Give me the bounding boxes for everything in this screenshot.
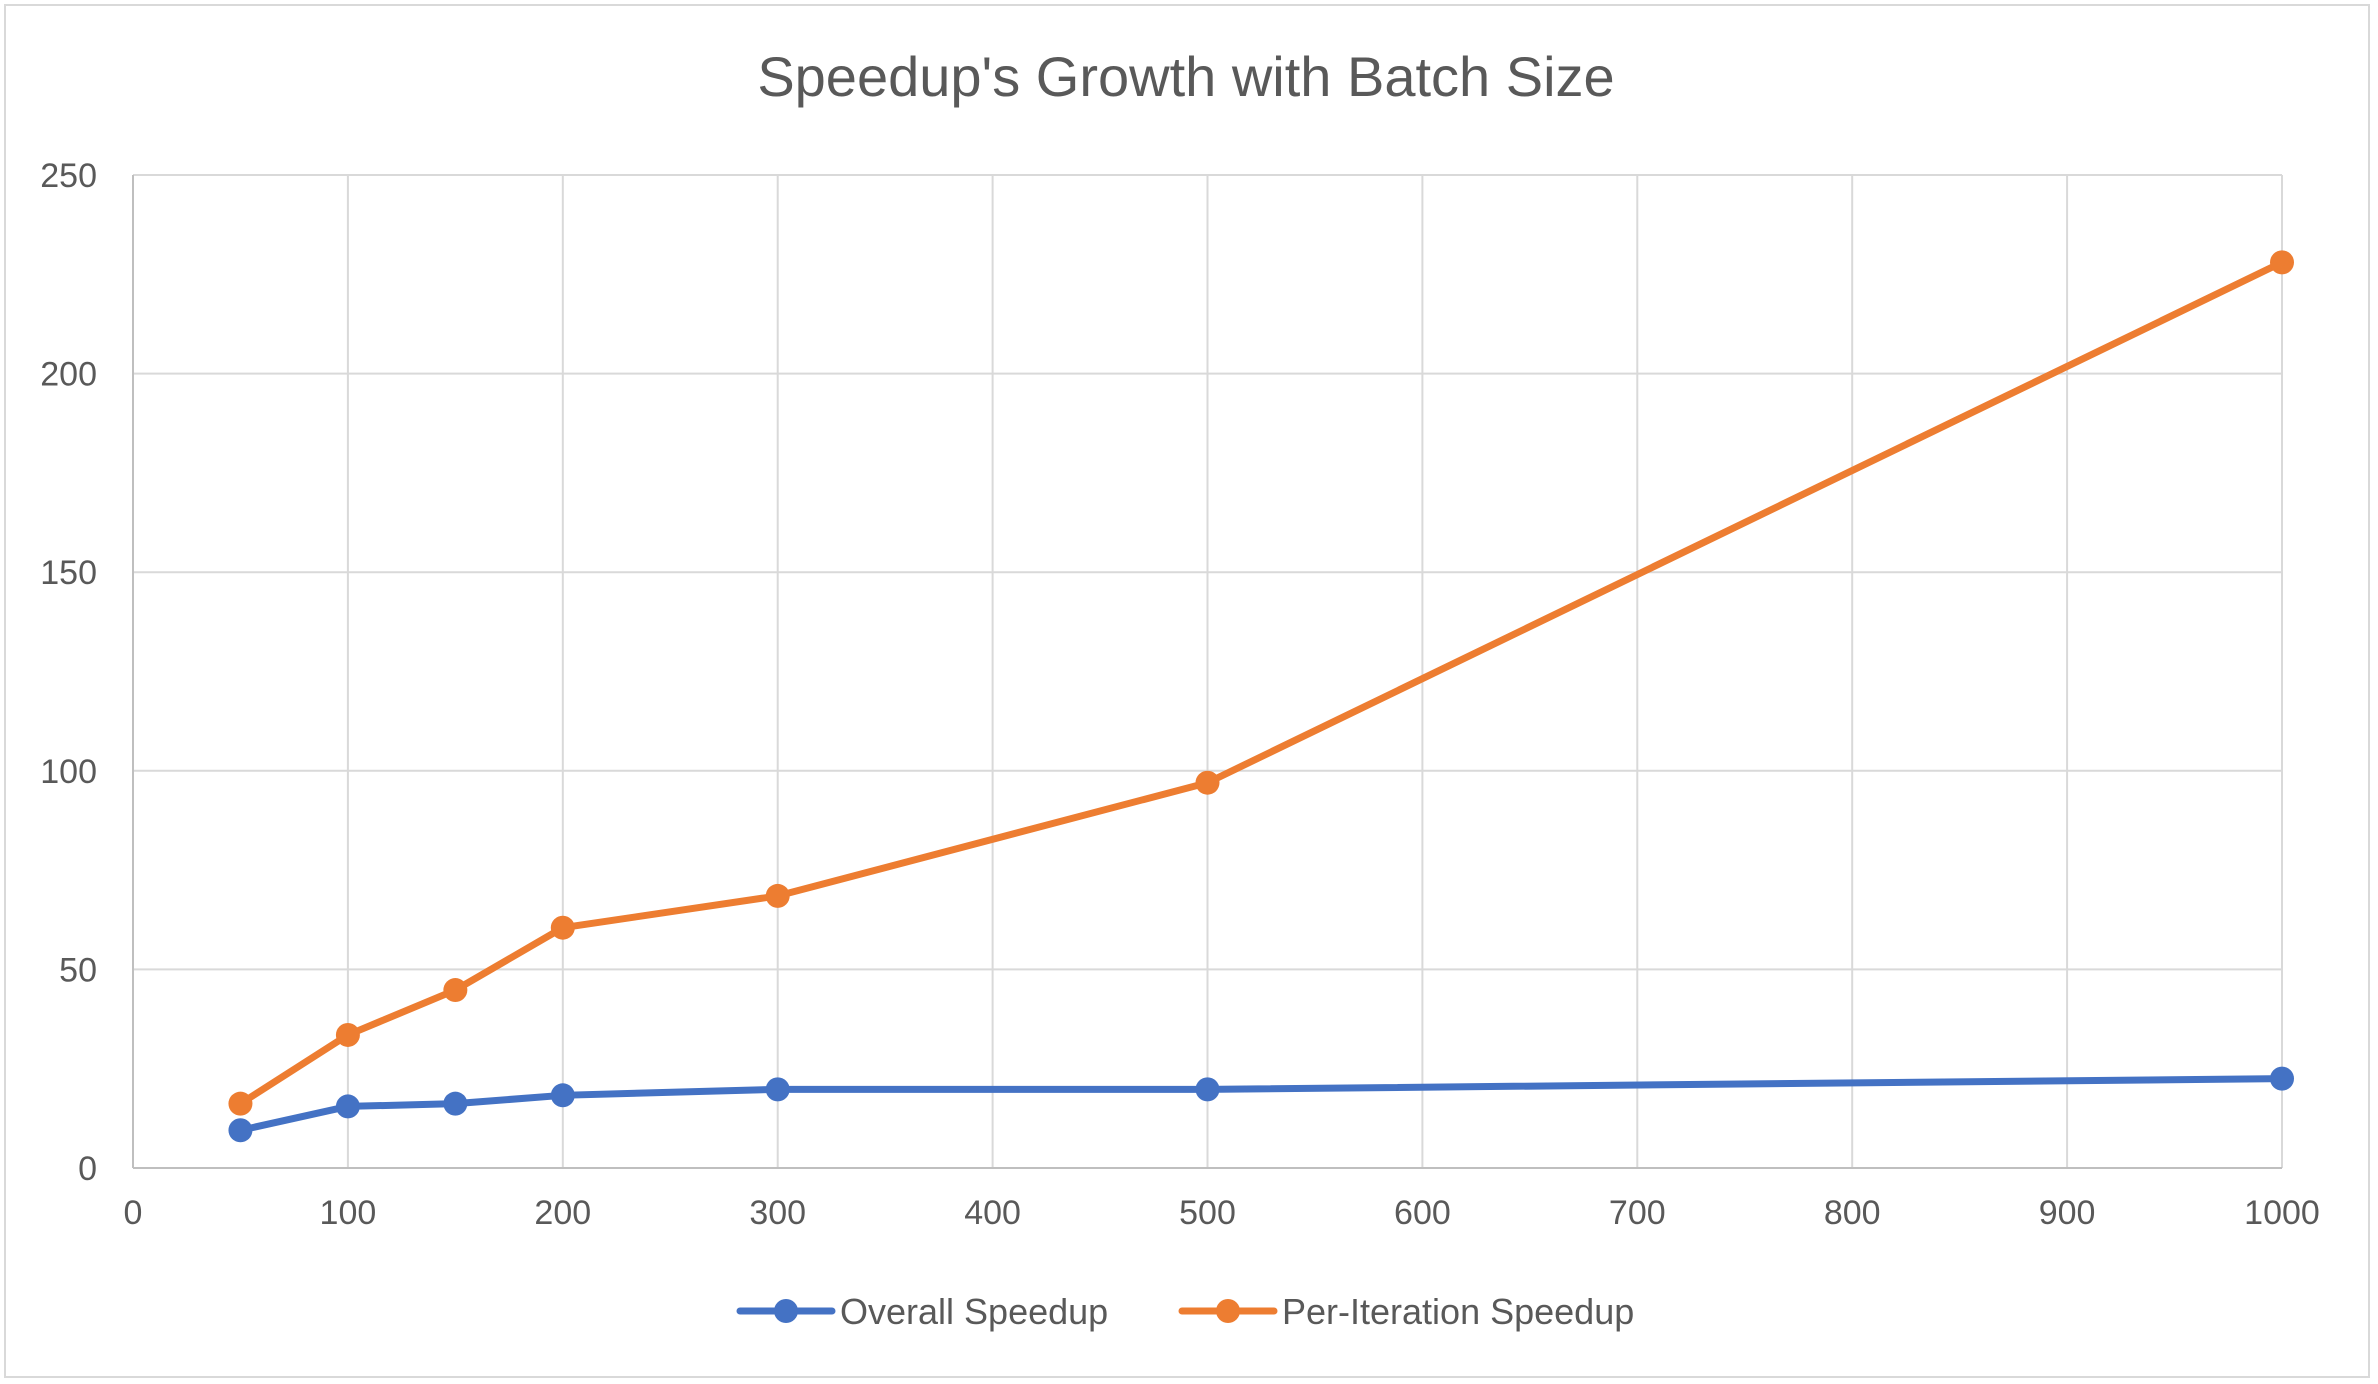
data-point-per-iteration-speedup (443, 978, 468, 1003)
legend-label: Per-Iteration Speedup (1282, 1291, 1634, 1332)
tick-layer: 0 100 200 300 400 500 600 700 800 900 1000 0 50 100 15… (40, 157, 2320, 1232)
series-layer (228, 250, 2294, 1143)
x-tick-label: 100 (320, 1194, 377, 1232)
legend-item-overall-speedup: Overall Speedup (736, 1291, 1108, 1332)
data-point-per-iteration-speedup (228, 1091, 253, 1116)
y-tick-label: 0 (78, 1150, 97, 1188)
y-tick-label: 200 (40, 356, 97, 394)
x-tick-label: 400 (964, 1194, 1021, 1232)
x-tick-label: 300 (749, 1194, 806, 1232)
x-tick-label: 1000 (2244, 1194, 2320, 1232)
x-tick-label: 200 (534, 1194, 591, 1232)
data-point-overall-speedup (443, 1091, 468, 1116)
y-tick-label: 100 (40, 753, 97, 791)
series-line-overall-speedup (236, 1075, 2286, 1134)
data-point-per-iteration-speedup (335, 1022, 360, 1047)
grid-layer (133, 174, 2283, 1168)
data-point-per-iteration-speedup (765, 883, 790, 908)
data-point-overall-speedup (1195, 1077, 1220, 1102)
series-line-per-iteration-speedup (236, 258, 2286, 1108)
legend-swatch-marker (774, 1299, 798, 1323)
chart-frame (4, 4, 2370, 1378)
x-tick-label: 600 (1394, 1194, 1451, 1232)
x-tick-label: 800 (1824, 1194, 1881, 1232)
axis-layer (132, 175, 2282, 1169)
y-tick-label: 250 (40, 157, 97, 195)
legend: Overall Speedup Per-Iteration Speedup (736, 1291, 1634, 1332)
legend-label: Overall Speedup (840, 1291, 1108, 1332)
data-point-overall-speedup (550, 1083, 575, 1108)
data-point-per-iteration-speedup (1195, 770, 1220, 795)
data-point-per-iteration-speedup (550, 915, 575, 940)
y-tick-label: 150 (40, 554, 97, 592)
data-point-per-iteration-speedup (2270, 250, 2294, 275)
legend-swatch-marker (1216, 1299, 1240, 1323)
x-tick-label: 0 (124, 1194, 143, 1232)
data-point-overall-speedup (335, 1094, 360, 1119)
x-tick-label: 900 (2039, 1194, 2096, 1232)
x-tick-label: 700 (1609, 1194, 1666, 1232)
x-tick-label: 500 (1179, 1194, 1236, 1232)
legend-item-per-iteration-speedup: Per-Iteration Speedup (1178, 1291, 1634, 1332)
data-point-overall-speedup (228, 1118, 253, 1143)
chart-title: Speedup's Growth with Batch Size (757, 45, 1614, 108)
data-point-overall-speedup (765, 1077, 790, 1102)
data-point-overall-speedup (2270, 1066, 2294, 1091)
y-tick-label: 50 (59, 951, 97, 989)
